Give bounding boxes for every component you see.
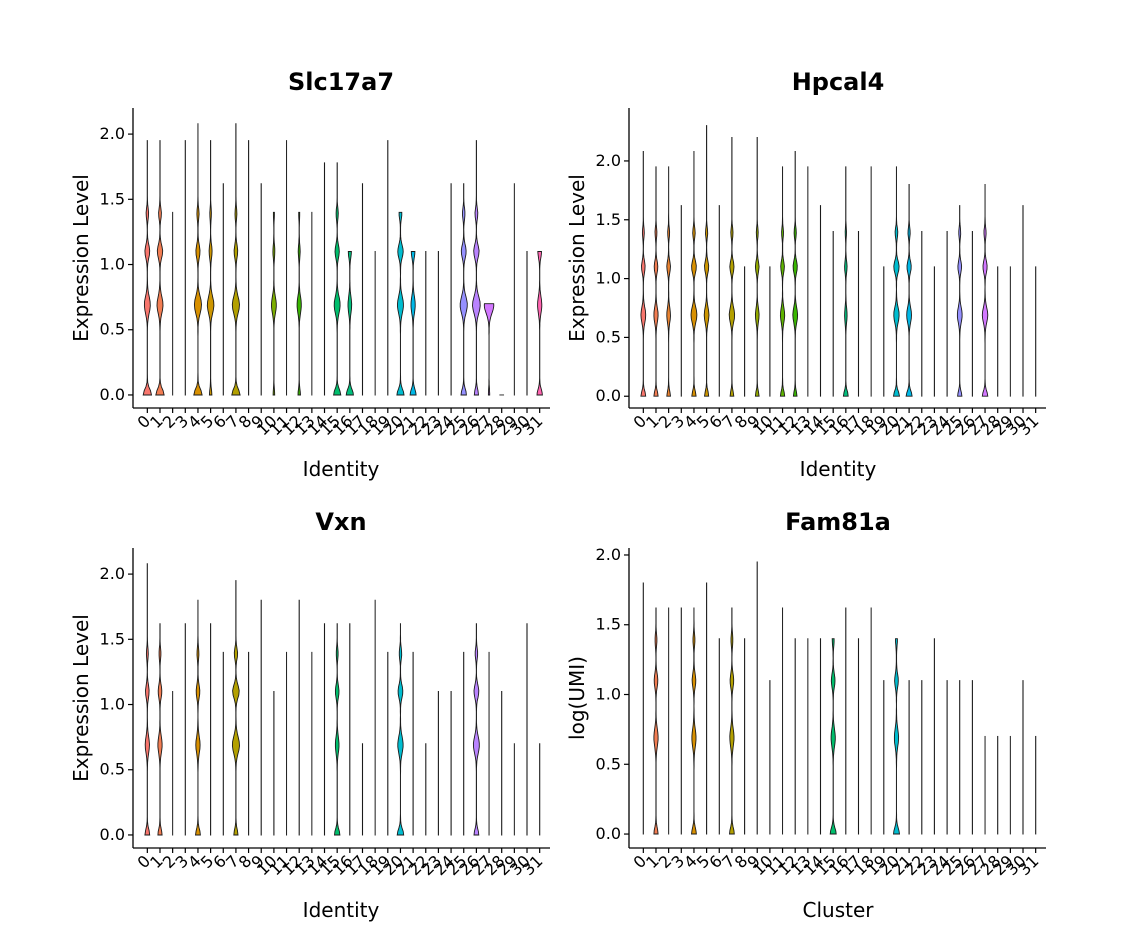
y-tick-label: 1.5: [100, 189, 125, 208]
y-axis-label: Expression Level: [69, 614, 93, 782]
violin: [409, 251, 417, 396]
violin: [892, 166, 901, 397]
violin: [194, 599, 201, 836]
violin: [792, 151, 799, 397]
y-tick-label: 0.0: [100, 825, 125, 844]
violin: [472, 140, 481, 396]
violin: [271, 211, 277, 396]
y-tick-label: 2.0: [596, 151, 621, 170]
panel-title: Vxn: [315, 508, 366, 536]
violin: [690, 607, 697, 835]
violin: [206, 140, 215, 396]
y-tick-label: 2.0: [596, 545, 621, 564]
y-tick-label: 1.5: [596, 210, 621, 229]
y-tick-label: 1.0: [596, 269, 621, 288]
violin: [231, 123, 241, 396]
y-tick-label: 1.0: [100, 255, 125, 274]
y-tick-label: 0.0: [596, 386, 621, 405]
violin: [653, 166, 659, 397]
violin: [142, 140, 153, 396]
violin: [779, 166, 786, 397]
violin: [483, 303, 495, 396]
y-tick-label: 2.0: [100, 124, 125, 143]
y-tick-label: 1.5: [100, 629, 125, 648]
y-tick-label: 0.0: [596, 824, 621, 843]
x-axis-label: Cluster: [803, 898, 875, 922]
violin: [892, 638, 901, 835]
y-tick-label: 0.0: [100, 385, 125, 404]
violin: [333, 162, 342, 396]
violin: [459, 183, 468, 396]
y-axis-label: log(UMI): [565, 656, 589, 740]
y-tick-label: 0.5: [596, 327, 621, 346]
x-axis-label: Identity: [303, 457, 380, 481]
violin: [231, 580, 240, 836]
panel-hpcal4: Hpcal4 Expression Level Identity 0.0 0.5 1…: [565, 68, 1046, 481]
violin: [640, 151, 647, 397]
violin: [333, 623, 341, 836]
panel-fam81a: Fam81a log(UMI) Cluster 0.00.51.01.52.00…: [565, 508, 1046, 922]
y-tick-label: 2.0: [100, 564, 125, 583]
y-tick-label: 1.5: [596, 615, 621, 634]
x-axis-label: Identity: [800, 457, 877, 481]
violin: [956, 205, 963, 397]
y-tick-label: 0.5: [100, 760, 125, 779]
violin: [842, 166, 849, 397]
violin: [666, 166, 672, 397]
violin: [653, 607, 659, 835]
y-tick-label: 0.5: [596, 754, 621, 773]
violin: [157, 623, 163, 836]
panel-title: Fam81a: [785, 508, 891, 536]
violin: [472, 623, 480, 836]
violin: [728, 607, 735, 835]
violin: [396, 211, 405, 396]
panel-title: Hpcal4: [792, 68, 885, 96]
x-axis-label: Identity: [303, 898, 380, 922]
panel-slc17a7: Slc17a7 Expression Level Identity 0.0 0.5…: [69, 68, 550, 481]
y-tick-label: 1.0: [100, 695, 125, 714]
violin: [296, 211, 302, 396]
violin: [703, 125, 710, 397]
violin: [981, 184, 989, 397]
violin: [396, 623, 405, 836]
violin: [193, 123, 203, 396]
panel-vxn: Vxn Expression Level Identity 0.0 0.5 1.0 1…: [69, 508, 550, 922]
violin: [536, 251, 543, 396]
violin: [905, 184, 913, 397]
panel-title: Slc17a7: [288, 68, 394, 96]
y-tick-label: 0.5: [100, 320, 125, 339]
y-axis-label: Expression Level: [565, 174, 589, 342]
violin: [690, 151, 698, 397]
violin: [345, 251, 354, 396]
y-tick-label: 1.0: [596, 685, 621, 704]
violin: [829, 638, 837, 835]
violin: [728, 136, 736, 397]
violin: [155, 140, 165, 396]
violin: [144, 563, 151, 836]
violin: [754, 136, 760, 397]
y-axis-label: Expression Level: [69, 174, 93, 342]
